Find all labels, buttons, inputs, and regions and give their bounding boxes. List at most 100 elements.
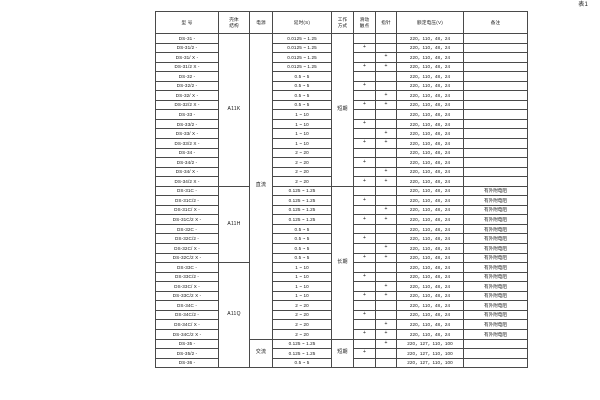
- cell-sliding-contact-mark: [353, 204, 376, 216]
- table-row: DS-34/ X - 2 ~ 20 +220，110，48，24: [155, 166, 528, 178]
- cell-power-group: 交流: [249, 338, 273, 369]
- cell-model: DS-32/ X -: [155, 90, 219, 101]
- cell-pointer-mark: [375, 309, 397, 321]
- cell-delay-time: 2 ~ 20: [272, 176, 332, 187]
- cell-rated-voltage: 220，110，48，24: [396, 262, 464, 273]
- cell-rated-voltage: 220，110，48，24: [396, 33, 464, 44]
- cell-pointer-mark: +: [375, 252, 397, 264]
- cell-sliding-contact-mark: +: [353, 195, 376, 206]
- cell-remark: 有外附电阻: [463, 290, 528, 302]
- cell-model: DS-31/ X -: [155, 52, 219, 63]
- cell-remark: [463, 52, 528, 63]
- cell-pointer-mark: [375, 300, 397, 311]
- cell-pointer-mark: +: [375, 338, 397, 350]
- cell-remark: 有外附电阻: [463, 233, 528, 245]
- cell-rated-voltage: 220，110，48，24: [396, 223, 464, 235]
- cell-model: DS-33 -: [155, 109, 219, 120]
- cell-pointer-mark: +: [375, 214, 397, 225]
- cell-model: DS-32C/2 -: [155, 233, 219, 245]
- cell-pointer-mark: [375, 33, 397, 44]
- cell-delay-time: 0.5 ~ 5: [272, 252, 332, 264]
- cell-delay-time: 1 ~ 10: [272, 109, 332, 120]
- cell-rated-voltage: 220，110，48，24: [396, 118, 464, 130]
- cell-delay-time: 0.125 ~ 1.25: [272, 338, 332, 350]
- cell-sliding-contact-mark: +: [353, 290, 376, 302]
- cell-model: DS-36 -: [155, 357, 219, 369]
- cell-delay-time: 0.5 ~ 5: [272, 99, 332, 111]
- cell-pointer-mark: +: [375, 290, 397, 302]
- cell-sliding-contact-mark: [353, 71, 376, 82]
- cell-delay-time: 0.125 ~ 1.25: [272, 185, 332, 197]
- column-header-model: 型 号: [155, 11, 219, 34]
- cell-pointer-mark: [375, 71, 397, 82]
- cell-rated-voltage: 220，110，48，24: [396, 90, 464, 101]
- cell-sliding-contact-mark: +: [353, 348, 376, 359]
- cell-sliding-contact-mark: [353, 338, 376, 350]
- cell-remark: [463, 33, 528, 44]
- cell-pointer-mark: +: [375, 90, 397, 101]
- cell-delay-time: 2 ~ 20: [272, 300, 332, 311]
- cell-model: DS-31C -: [155, 185, 219, 197]
- table-caption: 表1: [578, 2, 588, 8]
- cell-rated-voltage: 220，110，48，24: [396, 252, 464, 264]
- cell-sliding-contact-mark: +: [353, 271, 376, 283]
- cell-remark: [463, 90, 528, 101]
- cell-pointer-mark: [375, 109, 397, 120]
- cell-sliding-contact-mark: [353, 243, 376, 254]
- cell-model: DS-32/2 X -: [155, 99, 219, 111]
- cell-model: DS-32C/2 X -: [155, 252, 219, 264]
- cell-pointer-mark: [375, 262, 397, 273]
- cell-model: DS-33/2 -: [155, 118, 219, 130]
- cell-pointer-mark: [375, 185, 397, 197]
- cell-working-mode-group: 长期: [331, 185, 354, 340]
- cell-pointer-mark: [375, 80, 397, 92]
- cell-rated-voltage: 220，127，110，100: [396, 348, 464, 359]
- cell-remark: 有外附电阻: [463, 252, 528, 264]
- cell-rated-voltage: 220，110，48，24: [396, 176, 464, 187]
- cell-delay-time: 0.0125 ~ 1.25: [272, 52, 332, 63]
- cell-delay-time: 2 ~ 20: [272, 328, 332, 340]
- cell-remark: [463, 157, 528, 168]
- cell-sliding-contact-mark: [353, 281, 376, 292]
- cell-remark: 有外附电阻: [463, 195, 528, 206]
- cell-rated-voltage: 220，110，48，24: [396, 71, 464, 82]
- cell-rated-voltage: 220，110，48，24: [396, 80, 464, 92]
- cell-remark: 有外附电阻: [463, 271, 528, 283]
- cell-remark: [463, 147, 528, 159]
- cell-delay-time: 2 ~ 20: [272, 166, 332, 178]
- cell-pointer-mark: +: [375, 204, 397, 216]
- cell-power-group: 直流: [249, 33, 273, 340]
- cell-rated-voltage: 220，110，48，24: [396, 281, 464, 292]
- cell-delay-time: 0.0125 ~ 1.25: [272, 61, 332, 73]
- cell-remark: [463, 61, 528, 73]
- cell-pointer-mark: [375, 147, 397, 159]
- cell-sliding-contact-mark: +: [353, 214, 376, 225]
- cell-rated-voltage: 220，110，48，24: [396, 195, 464, 206]
- cell-delay-time: 2 ~ 20: [272, 147, 332, 159]
- cell-model: DS-33/2 X -: [155, 138, 219, 149]
- cell-model: DS-34/ X -: [155, 166, 219, 178]
- cell-sliding-contact-mark: [353, 300, 376, 311]
- cell-remark: [463, 80, 528, 92]
- cell-rated-voltage: 220，110，48，24: [396, 128, 464, 139]
- cell-sliding-contact-mark: +: [353, 99, 376, 111]
- cell-remark: [463, 348, 528, 359]
- cell-delay-time: 0.0125 ~ 1.25: [272, 33, 332, 44]
- cell-pointer-mark: +: [375, 243, 397, 254]
- cell-delay-time: 0.5 ~ 5: [272, 233, 332, 245]
- cell-delay-time: 1 ~ 10: [272, 138, 332, 149]
- cell-rated-voltage: 220，110，48，24: [396, 147, 464, 159]
- table-row: DS-36 - 0.5 ~ 5 220，127，110，100: [155, 357, 528, 369]
- cell-delay-time: 1 ~ 10: [272, 128, 332, 139]
- cell-delay-time: 2 ~ 20: [272, 157, 332, 168]
- cell-structure-group: A11K: [218, 33, 250, 187]
- cell-rated-voltage: 220，127，110，100: [396, 357, 464, 369]
- cell-model: DS-33C/2 X -: [155, 290, 219, 302]
- cell-pointer-mark: +: [375, 61, 397, 73]
- cell-model: DS-33C/2 -: [155, 271, 219, 283]
- cell-delay-time: 0.5 ~ 5: [272, 90, 332, 101]
- table-header: 型 号 壳体 结构 电源 延时(S) 工作 方式: [155, 11, 528, 34]
- cell-working-mode-group: 短期: [331, 338, 354, 369]
- cell-pointer-mark: [375, 357, 397, 369]
